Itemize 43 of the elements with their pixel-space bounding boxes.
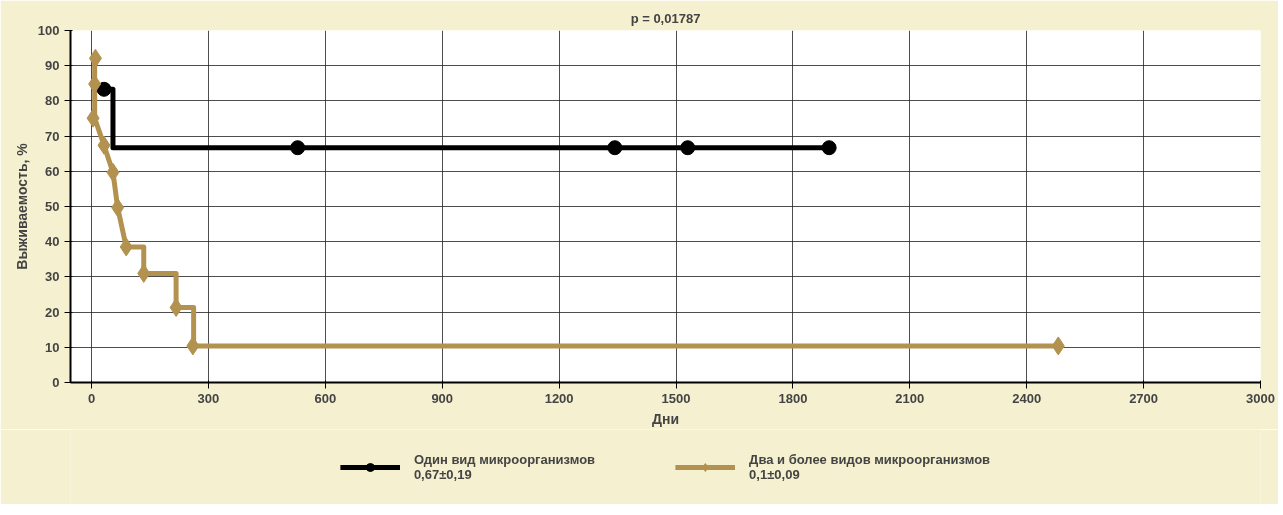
point xyxy=(169,298,183,318)
y-tick-label: 60 xyxy=(45,163,60,179)
point xyxy=(97,135,111,155)
y-tick-label: 80 xyxy=(45,93,60,109)
point xyxy=(88,48,102,68)
x-tick-label: 0 xyxy=(87,390,96,406)
x-tick-label: 300 xyxy=(197,390,220,406)
x-tick-label: 900 xyxy=(431,390,454,406)
point xyxy=(119,237,133,257)
point xyxy=(137,263,151,283)
y-tick-label: 70 xyxy=(45,128,60,144)
point xyxy=(821,140,837,156)
point xyxy=(186,336,200,356)
point xyxy=(290,140,306,156)
legend-label: Два и более видов микроорганизмов 0,1±0,09 xyxy=(749,451,991,482)
y-tick-label: 100 xyxy=(37,23,60,38)
x-tick-label: 1200 xyxy=(544,390,574,406)
point xyxy=(111,198,125,218)
x-tick-label: 600 xyxy=(314,390,337,406)
point xyxy=(607,140,623,156)
point xyxy=(86,108,100,128)
y-tick-label: 90 xyxy=(45,58,60,74)
x-tick-label: 2100 xyxy=(895,390,925,406)
y-axis-title: Выживаемость, % xyxy=(13,142,30,270)
y-tick-label: 50 xyxy=(45,199,60,214)
point xyxy=(1051,336,1065,356)
x-tick-label: 3000 xyxy=(1246,390,1275,406)
y-tick-label: 0 xyxy=(52,375,60,390)
y-tick-label: 10 xyxy=(45,339,60,355)
chart-title: p = 0,01787 xyxy=(630,10,701,26)
y-tick-label: 30 xyxy=(45,269,60,285)
x-tick-label: 2700 xyxy=(1129,390,1159,406)
x-axis-title: Дни xyxy=(651,410,680,427)
point xyxy=(88,74,102,94)
y-tick-label: 20 xyxy=(45,304,60,320)
y-tick-label: 40 xyxy=(45,234,60,250)
x-tick-label: 1800 xyxy=(778,390,808,406)
point xyxy=(96,81,112,97)
x-tick-label: 1500 xyxy=(661,390,691,406)
legend-label: Один вид микроорганизмов 0,67±0,19 xyxy=(413,451,596,482)
x-tick-label: 2400 xyxy=(1012,390,1042,406)
point xyxy=(680,140,696,156)
point xyxy=(106,162,120,182)
